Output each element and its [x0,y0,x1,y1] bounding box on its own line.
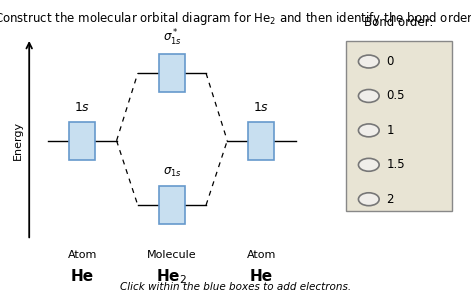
Bar [70,122,95,160]
Text: Molecule: Molecule [147,250,197,260]
Text: Energy: Energy [13,121,23,160]
Text: He$_2$: He$_2$ [156,268,187,286]
Text: Click within the blue boxes to add electrons.: Click within the blue boxes to add elect… [120,282,351,292]
Text: $\sigma^*_{1s}$: $\sigma^*_{1s}$ [162,28,181,48]
Text: $1s$: $1s$ [253,101,269,114]
Circle shape [358,55,379,68]
Text: Atom: Atom [247,250,276,260]
Text: $1s$: $1s$ [74,101,90,114]
Text: 1.5: 1.5 [386,158,405,171]
Text: 0: 0 [386,55,394,68]
Bar [159,186,185,224]
Text: Bond order:: Bond order: [365,16,434,29]
Bar [346,41,452,211]
Text: 0.5: 0.5 [386,89,405,103]
Circle shape [358,124,379,137]
Text: He: He [250,269,273,285]
Text: 2: 2 [386,193,394,206]
Text: 1: 1 [386,124,394,137]
Bar [159,54,185,92]
Text: Atom: Atom [68,250,97,260]
Text: $\sigma_{1s}$: $\sigma_{1s}$ [162,166,181,179]
Circle shape [358,193,379,206]
Bar [249,122,275,160]
Circle shape [358,158,379,171]
Circle shape [358,90,379,103]
Text: Construct the molecular orbital diagram for He$_2$ and then identify the bond or: Construct the molecular orbital diagram … [0,10,471,27]
Text: He: He [71,269,94,285]
